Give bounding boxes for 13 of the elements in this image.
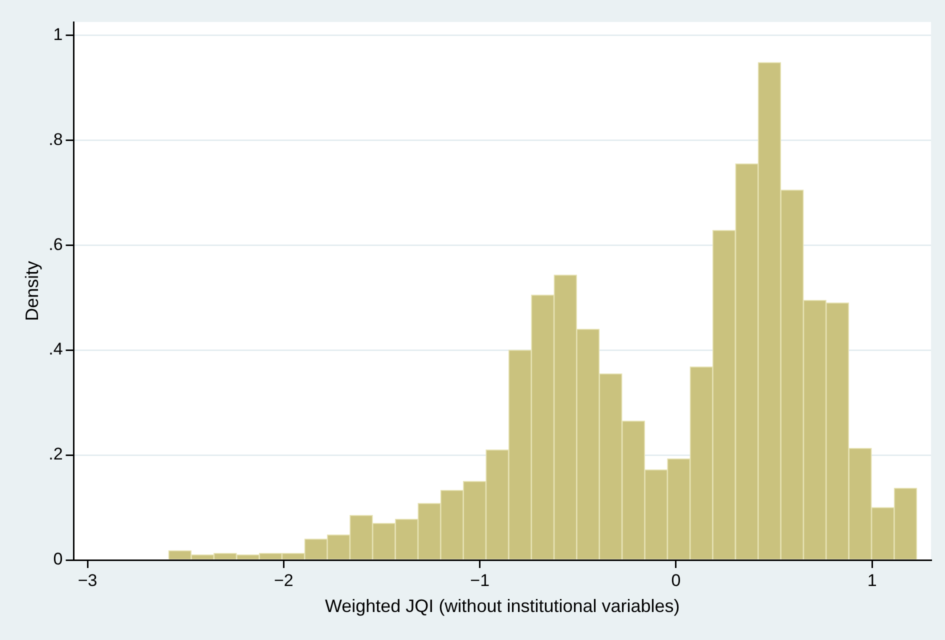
y-tick-label: .6 (48, 234, 63, 254)
y-tick-label: .4 (48, 340, 63, 359)
x-axis-title: Weighted JQI (without institutional variables) (324, 596, 680, 616)
x-tick-label: 1 (867, 570, 877, 590)
x-tick-label: 0 (671, 570, 681, 590)
y-axis-title: Density (22, 260, 42, 322)
y-tick-label: 0 (53, 550, 63, 569)
x-tick-label: −2 (274, 570, 294, 590)
x-tick-label: −1 (470, 570, 490, 590)
y-tick-label: .2 (48, 444, 63, 464)
y-tick-label: .8 (48, 130, 63, 149)
y-tick-label: 1 (53, 24, 63, 44)
x-tick-label: −3 (78, 570, 98, 590)
